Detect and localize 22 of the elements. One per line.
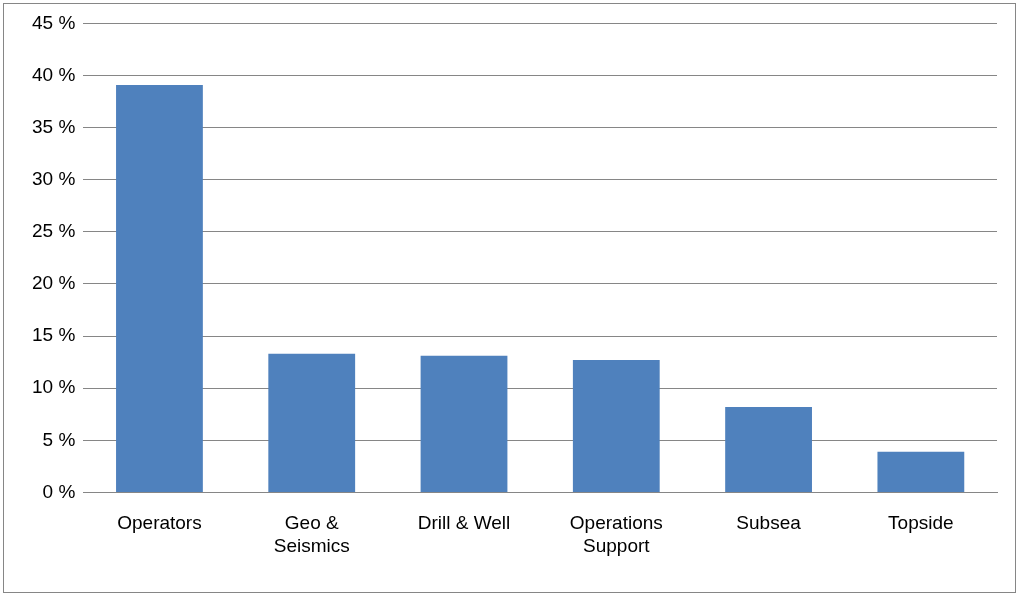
y-tick-label: 5 % [42, 428, 76, 450]
y-tick-label: 45 % [31, 11, 76, 33]
bar [725, 406, 812, 492]
y-tick-label: 15 % [31, 324, 76, 346]
bar [268, 353, 356, 492]
x-tick-label: Operators [117, 512, 202, 534]
y-tick-label: 30 % [31, 167, 76, 189]
bar [572, 360, 660, 492]
x-tick-label: Geo & Seismics [273, 512, 350, 556]
y-tick-label: 0 % [42, 480, 76, 502]
bar [877, 451, 965, 492]
x-tick-label: Subsea [736, 512, 802, 534]
y-tick-label: 20 % [31, 272, 76, 294]
bar [420, 355, 508, 492]
bar [116, 84, 203, 492]
y-tick-label: 35 % [31, 115, 76, 137]
x-tick-label: Topside [888, 512, 954, 534]
x-tick-label: Drill & Well [417, 512, 511, 534]
y-tick-label: 40 % [31, 63, 76, 85]
y-tick-label: 10 % [31, 376, 76, 398]
x-tick-label: Operations Support [569, 512, 663, 556]
y-tick-label: 25 % [31, 220, 76, 242]
